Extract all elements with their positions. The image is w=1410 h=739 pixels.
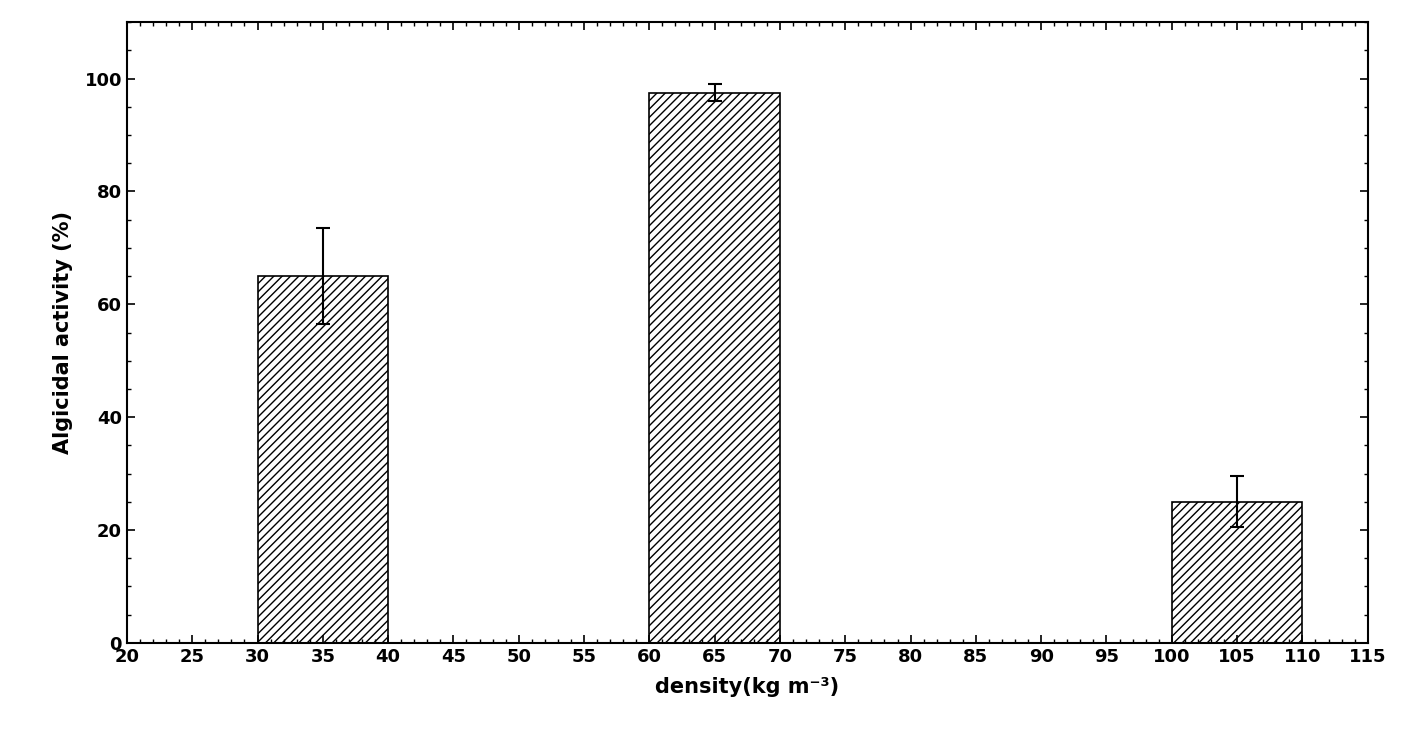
Bar bbox=[1172, 502, 1303, 643]
X-axis label: density(kg m⁻³): density(kg m⁻³) bbox=[656, 677, 839, 697]
Bar bbox=[258, 276, 388, 643]
Y-axis label: Algicidal activity (%): Algicidal activity (%) bbox=[54, 211, 73, 454]
Bar bbox=[650, 92, 780, 643]
